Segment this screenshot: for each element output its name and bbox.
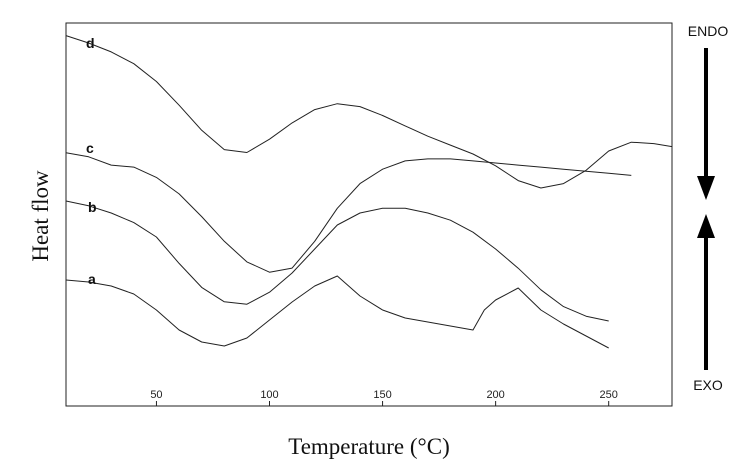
- x-ticks-group: 50 100 150 200 250: [150, 389, 618, 406]
- series-line-d: [65, 35, 673, 189]
- x-axis-title: Temperature (°C): [288, 434, 449, 459]
- x-tick-label: 200: [486, 389, 504, 401]
- series-line-c: [65, 152, 632, 273]
- x-tick-label: 50: [150, 389, 162, 401]
- series-label-a: a: [88, 271, 96, 287]
- x-tick-label: 250: [600, 389, 618, 401]
- series-line-b: [65, 200, 609, 322]
- endo-arrow-down-icon: [697, 176, 715, 200]
- x-tick-label: 100: [260, 389, 278, 401]
- x-tick-label: 150: [373, 389, 391, 401]
- exo-arrow-up-icon: [697, 214, 715, 238]
- y-axis-title: Heat flow: [28, 170, 53, 262]
- series-label-d: d: [86, 35, 95, 51]
- exo-label: EXO: [693, 377, 723, 393]
- series-label-c: c: [86, 140, 94, 156]
- plot-frame: [65, 22, 673, 407]
- series-label-b: b: [88, 199, 97, 215]
- series-line-a: [65, 275, 609, 349]
- endo-label: ENDO: [688, 23, 729, 39]
- curves-group: a b c d: [65, 35, 673, 349]
